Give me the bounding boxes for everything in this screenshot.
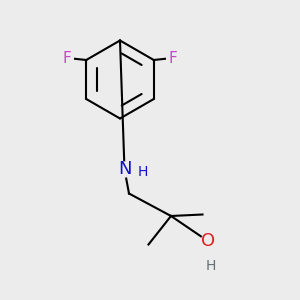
- Text: H: H: [138, 165, 148, 179]
- Text: H: H: [206, 259, 216, 272]
- Text: O: O: [201, 232, 216, 250]
- Circle shape: [201, 234, 216, 249]
- Circle shape: [60, 52, 73, 65]
- Circle shape: [167, 52, 180, 65]
- Text: N: N: [118, 160, 131, 178]
- Text: F: F: [62, 51, 71, 66]
- Circle shape: [117, 162, 132, 177]
- Text: F: F: [169, 51, 178, 66]
